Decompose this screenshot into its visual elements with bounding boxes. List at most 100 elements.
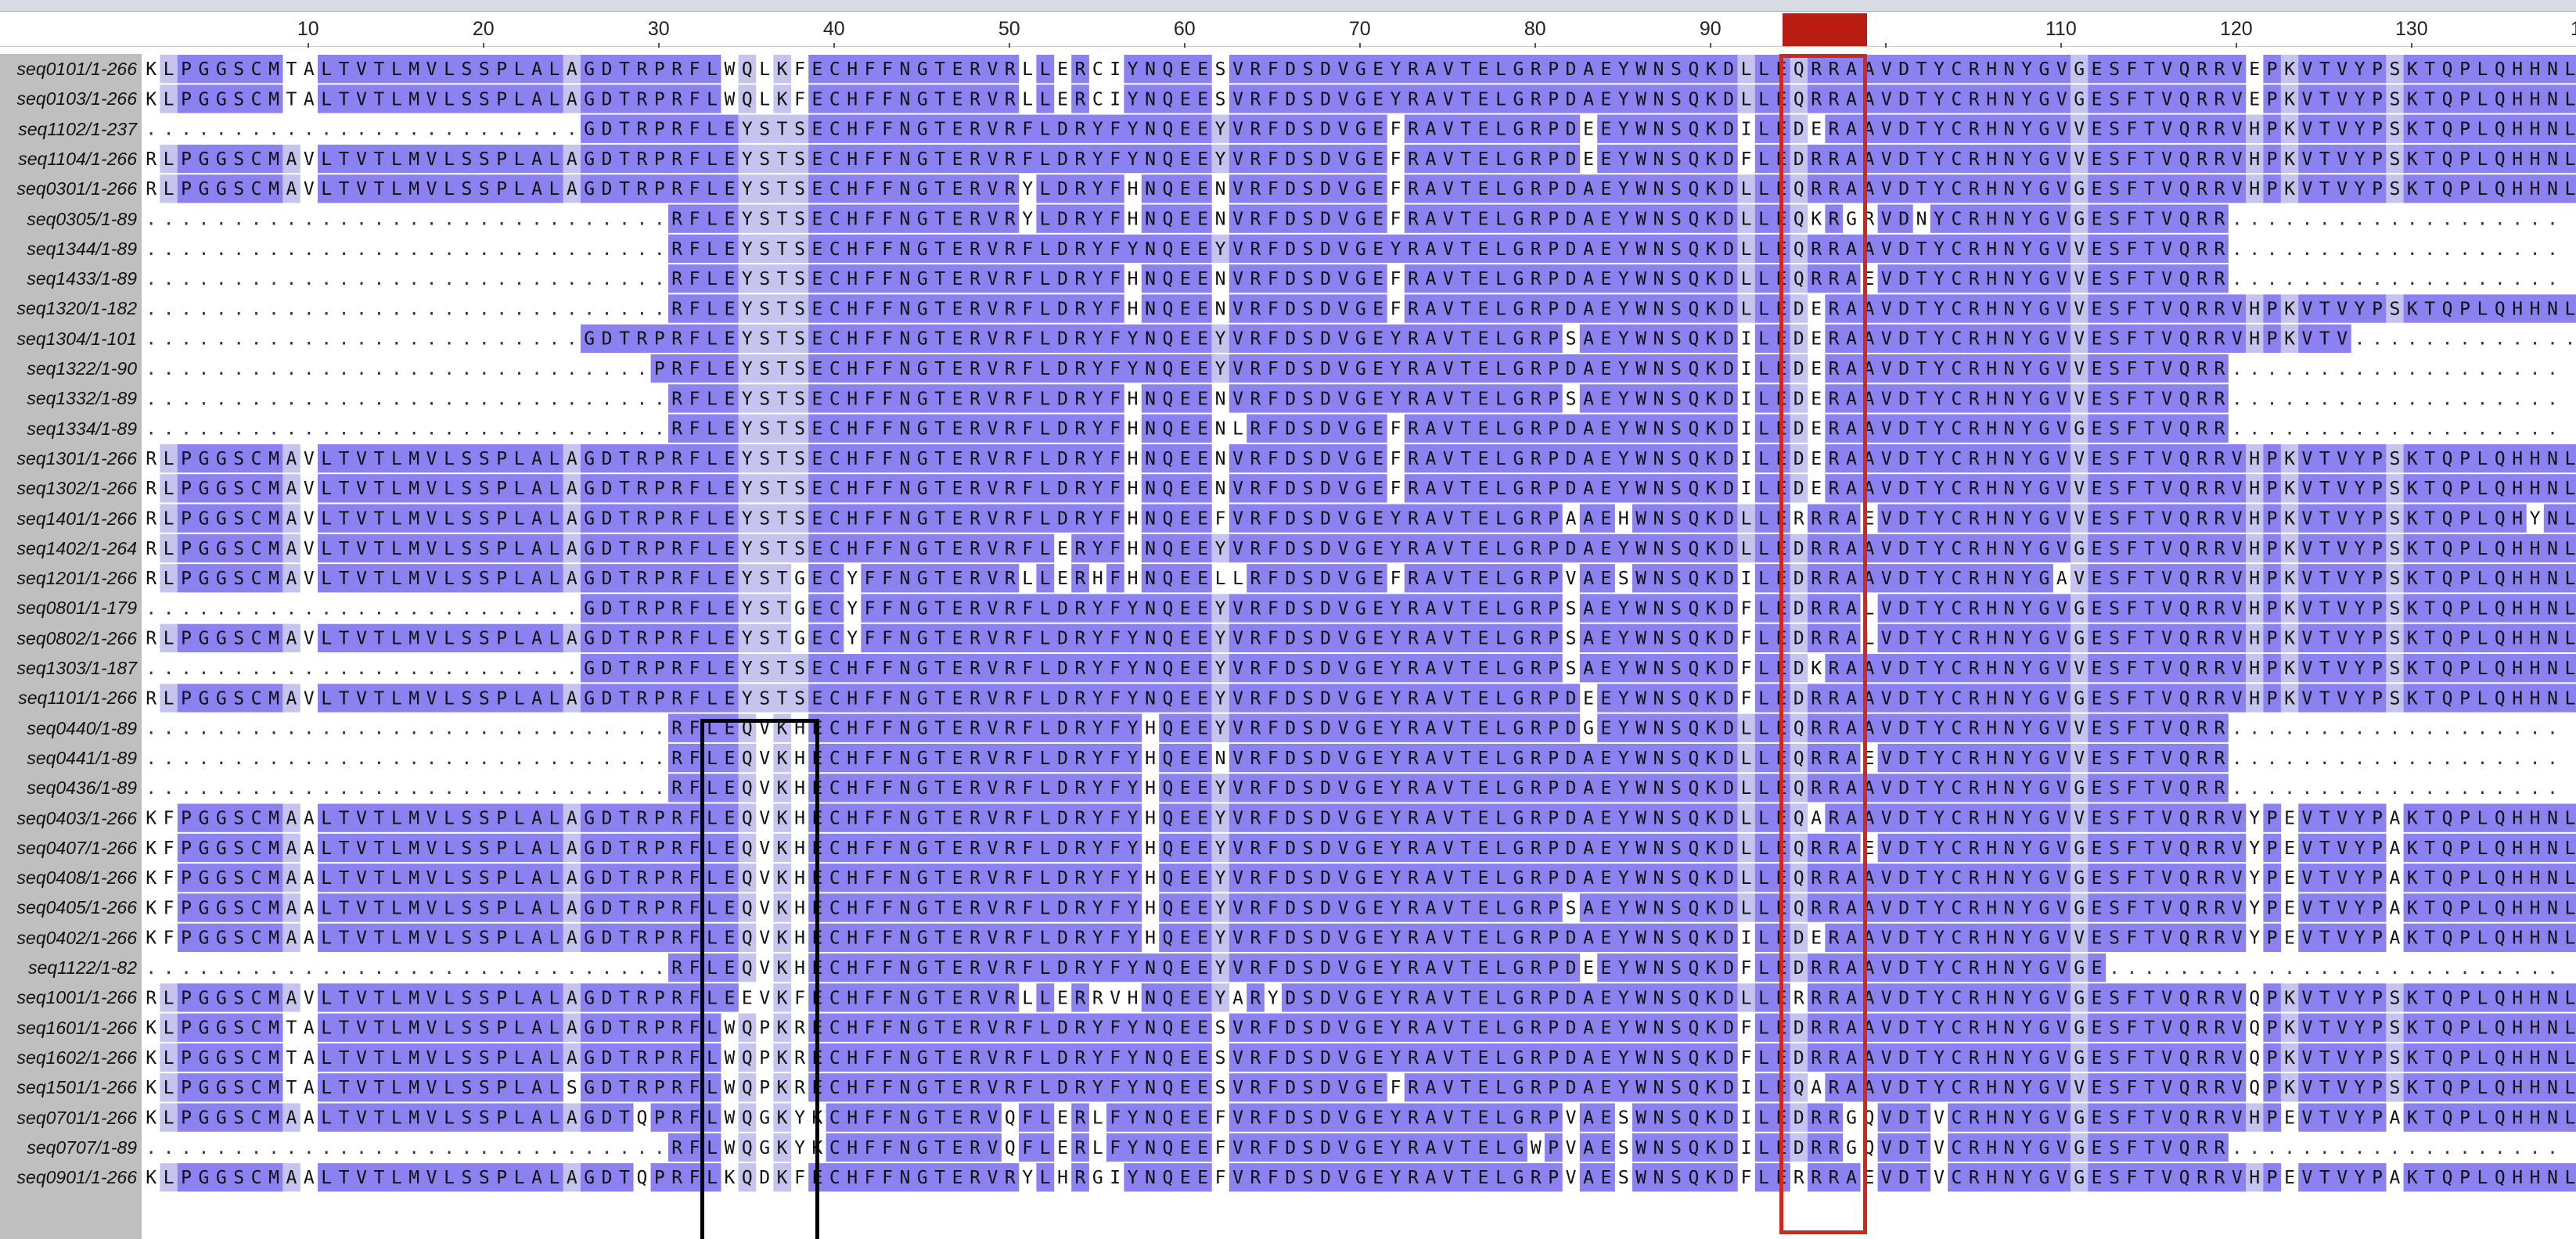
- sequence-name[interactable]: seq1122/1-82: [28, 953, 137, 982]
- residue-letter: Y: [2355, 479, 2366, 499]
- residue-letter: T: [777, 509, 788, 530]
- residue-letter: Q: [2179, 479, 2190, 499]
- gap-char: .: [321, 359, 332, 379]
- residue-letter: D: [602, 329, 613, 350]
- sequence-name[interactable]: seq1301/1-266: [17, 444, 137, 473]
- sequence-name[interactable]: seq0402/1-266: [17, 923, 137, 953]
- residue-letter: D: [1057, 359, 1068, 379]
- residue-letter: V: [987, 89, 998, 110]
- residue-letter: D: [1320, 449, 1331, 469]
- residue-letter: R: [1408, 389, 1419, 409]
- residue-letter: S: [2109, 179, 2120, 199]
- residue-letter: H: [2249, 598, 2260, 619]
- residue-letter: R: [671, 449, 682, 469]
- sequence-name[interactable]: seq0440/1-89: [27, 713, 137, 743]
- residue-letter: R: [1074, 89, 1085, 110]
- sequence-name[interactable]: seq0305/1-89: [27, 204, 137, 234]
- residue-letter: A: [567, 629, 577, 649]
- residue-letter: L: [1741, 509, 1752, 530]
- residue-letter: P: [2267, 449, 2278, 469]
- residue-letter: A: [1583, 299, 1594, 319]
- residue-letter: T: [934, 59, 945, 80]
- sequence-name[interactable]: seq1320/1-182: [17, 293, 137, 323]
- gap-char: .: [2530, 269, 2541, 289]
- gap-char: .: [391, 299, 402, 319]
- residue-letter: P: [2267, 598, 2278, 619]
- sequence-name[interactable]: seq1433/1-89: [27, 264, 137, 293]
- residue-letter: R: [970, 299, 980, 319]
- sequence-name[interactable]: seq1501/1-266: [17, 1072, 137, 1102]
- gap-char: .: [479, 389, 490, 409]
- sequence-name[interactable]: seq0408/1-266: [17, 863, 137, 892]
- sequence-name[interactable]: seq1304/1-101: [17, 324, 137, 354]
- gap-char: .: [2319, 239, 2330, 260]
- sequence-name[interactable]: seq0701/1-266: [17, 1103, 137, 1133]
- residue-letter: S: [2109, 569, 2120, 589]
- residue-letter: Y: [742, 269, 753, 289]
- residue-letter: Q: [2442, 449, 2453, 469]
- gap-char: .: [584, 419, 595, 440]
- residue-letter: V: [356, 59, 367, 80]
- sequence-name[interactable]: seq1334/1-89: [27, 414, 137, 444]
- sequence-name[interactable]: seq0707/1-89: [27, 1133, 137, 1162]
- sequence-name[interactable]: seq0802/1-266: [17, 623, 137, 653]
- residue-letter: S: [794, 479, 805, 499]
- gap-char: .: [2319, 269, 2330, 289]
- sequence-name[interactable]: seq0403/1-266: [17, 803, 137, 833]
- residue-letter: L: [1758, 59, 1769, 80]
- residue-letter: L: [514, 629, 525, 649]
- sequence-name[interactable]: seq1302/1-266: [17, 473, 137, 503]
- residue-letter: D: [1723, 629, 1734, 649]
- residue-letter: D: [1057, 269, 1068, 289]
- gap-char: .: [2407, 389, 2418, 409]
- sequence-name[interactable]: seq0801/1-179: [17, 593, 137, 623]
- sequence-name[interactable]: seq0101/1-266: [17, 54, 137, 84]
- sequence-name[interactable]: seq0436/1-89: [27, 773, 137, 803]
- sequence-name[interactable]: seq1602/1-266: [17, 1043, 137, 1072]
- residue-letter: H: [1986, 329, 1997, 350]
- sequence-name[interactable]: seq1201/1-266: [17, 563, 137, 593]
- sequence-name[interactable]: seq1332/1-89: [27, 383, 137, 413]
- residue-letter: E: [1180, 539, 1191, 559]
- residue-letter: R: [1250, 569, 1261, 589]
- sequence-name[interactable]: seq1101/1-266: [18, 683, 137, 713]
- residue-letter: C: [829, 210, 840, 230]
- residue-letter: V: [2056, 449, 2067, 469]
- sequence-name[interactable]: seq1601/1-266: [17, 1013, 137, 1043]
- sequence-name[interactable]: seq0407/1-266: [17, 833, 137, 863]
- gap-char: .: [304, 389, 315, 409]
- sequence-names-panel[interactable]: seq0101/1-266 seq0103/1-266 seq1102/1-237 s…: [0, 54, 142, 1239]
- residue-letter: H: [847, 89, 858, 110]
- sequence-name[interactable]: seq0301/1-266: [17, 174, 137, 203]
- residue-letter: V: [1881, 359, 1892, 379]
- gap-char: .: [531, 419, 542, 440]
- residue-letter: E: [2092, 299, 2103, 319]
- sequence-name[interactable]: seq1104/1-266: [18, 144, 137, 174]
- sequence-name[interactable]: seq1001/1-266: [17, 982, 137, 1012]
- residue-letter: H: [847, 269, 858, 289]
- sequence-name[interactable]: seq1401/1-266: [17, 504, 137, 533]
- residue-letter: L: [2564, 509, 2575, 530]
- residue-letter: M: [408, 539, 419, 559]
- residue-letter: Y: [1934, 120, 1945, 140]
- residue-letter: E: [1478, 210, 1489, 230]
- gap-char: .: [2530, 239, 2541, 260]
- sequence-name[interactable]: seq0441/1-89: [27, 743, 137, 773]
- sequence-name[interactable]: seq0103/1-266: [17, 84, 137, 113]
- sequence-name[interactable]: seq1102/1-237: [18, 114, 137, 144]
- sequence-name[interactable]: seq1344/1-89: [27, 234, 137, 264]
- residue-letter: D: [1723, 509, 1734, 530]
- gap-char: .: [584, 299, 595, 319]
- residue-letter: E: [811, 329, 822, 350]
- residue-cell: [931, 55, 949, 84]
- sequence-name[interactable]: seq1402/1-264: [17, 533, 137, 563]
- sequence-name[interactable]: seq1322/1-90: [27, 354, 137, 383]
- sequence-name[interactable]: seq0901/1-266: [17, 1162, 137, 1192]
- residue-letter: L: [1758, 389, 1769, 409]
- sequence-name[interactable]: seq0405/1-266: [17, 892, 137, 922]
- residue-letter: L: [321, 629, 332, 649]
- column-ruler[interactable]: 102030405060708090100110120130140: [0, 12, 2576, 48]
- sequence-name[interactable]: seq1303/1-187: [17, 653, 137, 683]
